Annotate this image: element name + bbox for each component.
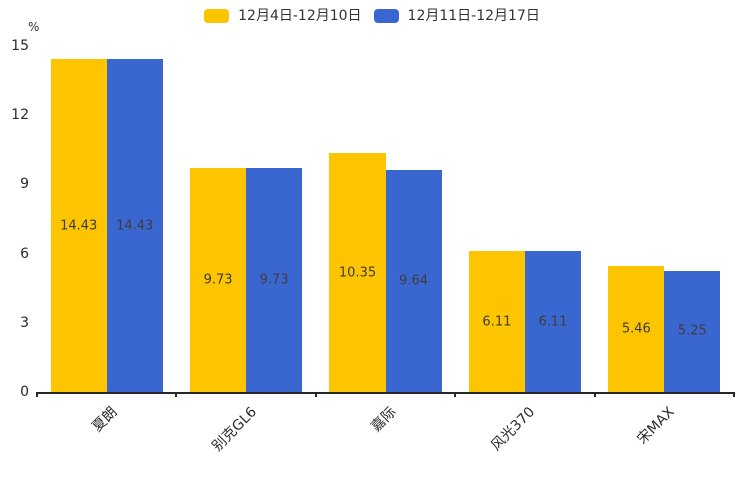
x-axis-label: 夏朗 <box>89 404 121 436</box>
y-axis-tick-label: 12 <box>11 107 29 124</box>
bar-value-label: 9.64 <box>399 273 429 289</box>
x-axis-label: 嘉际 <box>367 404 399 436</box>
bar-group: 6.11 6.11 风光370 <box>455 46 594 454</box>
bar[interactable]: 6.11 <box>524 251 581 392</box>
bar-group: 5.46 5.25 宋MAX <box>595 46 734 447</box>
bar-group: 9.73 9.73 别克GL6 <box>176 46 315 455</box>
legend-label: 12月11日-12月17日 <box>407 8 540 24</box>
y-axis-tick-label: 9 <box>20 176 29 193</box>
x-axis-label: 宋MAX <box>634 404 678 448</box>
x-axis-tick <box>175 392 178 397</box>
legend-label: 12月4日-12月10日 <box>238 8 362 24</box>
x-axis-tick <box>454 392 457 397</box>
legend-swatch-icon <box>373 9 399 23</box>
y-axis-unit-label: % <box>28 20 40 34</box>
legend: 12月4日-12月10日 12月11日-12月17日 <box>0 7 744 25</box>
x-axis-tick <box>36 392 38 397</box>
bar-value-label: 9.73 <box>259 272 289 288</box>
bar-value-label: 14.43 <box>116 218 154 234</box>
bar-value-label: 5.25 <box>677 323 707 339</box>
x-axis-label: 风光370 <box>488 404 539 455</box>
bar-group: 14.43 14.43 夏朗 <box>37 46 176 435</box>
bar[interactable]: 9.73 <box>190 167 247 392</box>
legend-swatch-icon <box>204 9 230 23</box>
bar-value-label: 14.43 <box>60 218 98 234</box>
x-axis-tick <box>593 392 596 397</box>
y-axis-tick-label: 15 <box>11 38 29 54</box>
bar[interactable]: 14.43 <box>50 59 107 392</box>
legend-item[interactable]: 12月4日-12月10日 <box>204 7 362 25</box>
x-axis-tick <box>733 392 735 397</box>
y-axis-tick-label: 0 <box>20 384 29 400</box>
bar[interactable]: 9.73 <box>246 167 303 392</box>
y-axis-tick-label: 3 <box>20 314 29 331</box>
x-axis-tick <box>314 392 317 397</box>
x-axis-label: 别克GL6 <box>208 404 260 455</box>
bar-value-label: 10.35 <box>338 265 377 281</box>
bar-value-label: 6.11 <box>482 314 512 330</box>
bar-group: 10.35 9.64 嘉际 <box>316 46 455 435</box>
bar[interactable]: 14.43 <box>106 59 163 392</box>
y-axis-tick-label: 6 <box>20 245 29 262</box>
legend-item[interactable]: 12月11日-12月17日 <box>373 7 540 25</box>
bar[interactable]: 10.35 <box>329 153 386 392</box>
bar[interactable]: 5.46 <box>608 266 665 392</box>
plot-area: 0 3 6 9 12 15 14.43 14.43 夏朗 9.73 9.73 别克GL6 10.35 9.… <box>11 39 735 455</box>
bar[interactable]: 9.64 <box>385 169 442 392</box>
bar-value-label: 6.11 <box>538 314 568 330</box>
bar-value-label: 9.73 <box>203 272 233 288</box>
bar-value-label: 5.46 <box>621 321 651 337</box>
bar[interactable]: 5.25 <box>664 270 721 392</box>
bar[interactable]: 6.11 <box>468 251 525 392</box>
